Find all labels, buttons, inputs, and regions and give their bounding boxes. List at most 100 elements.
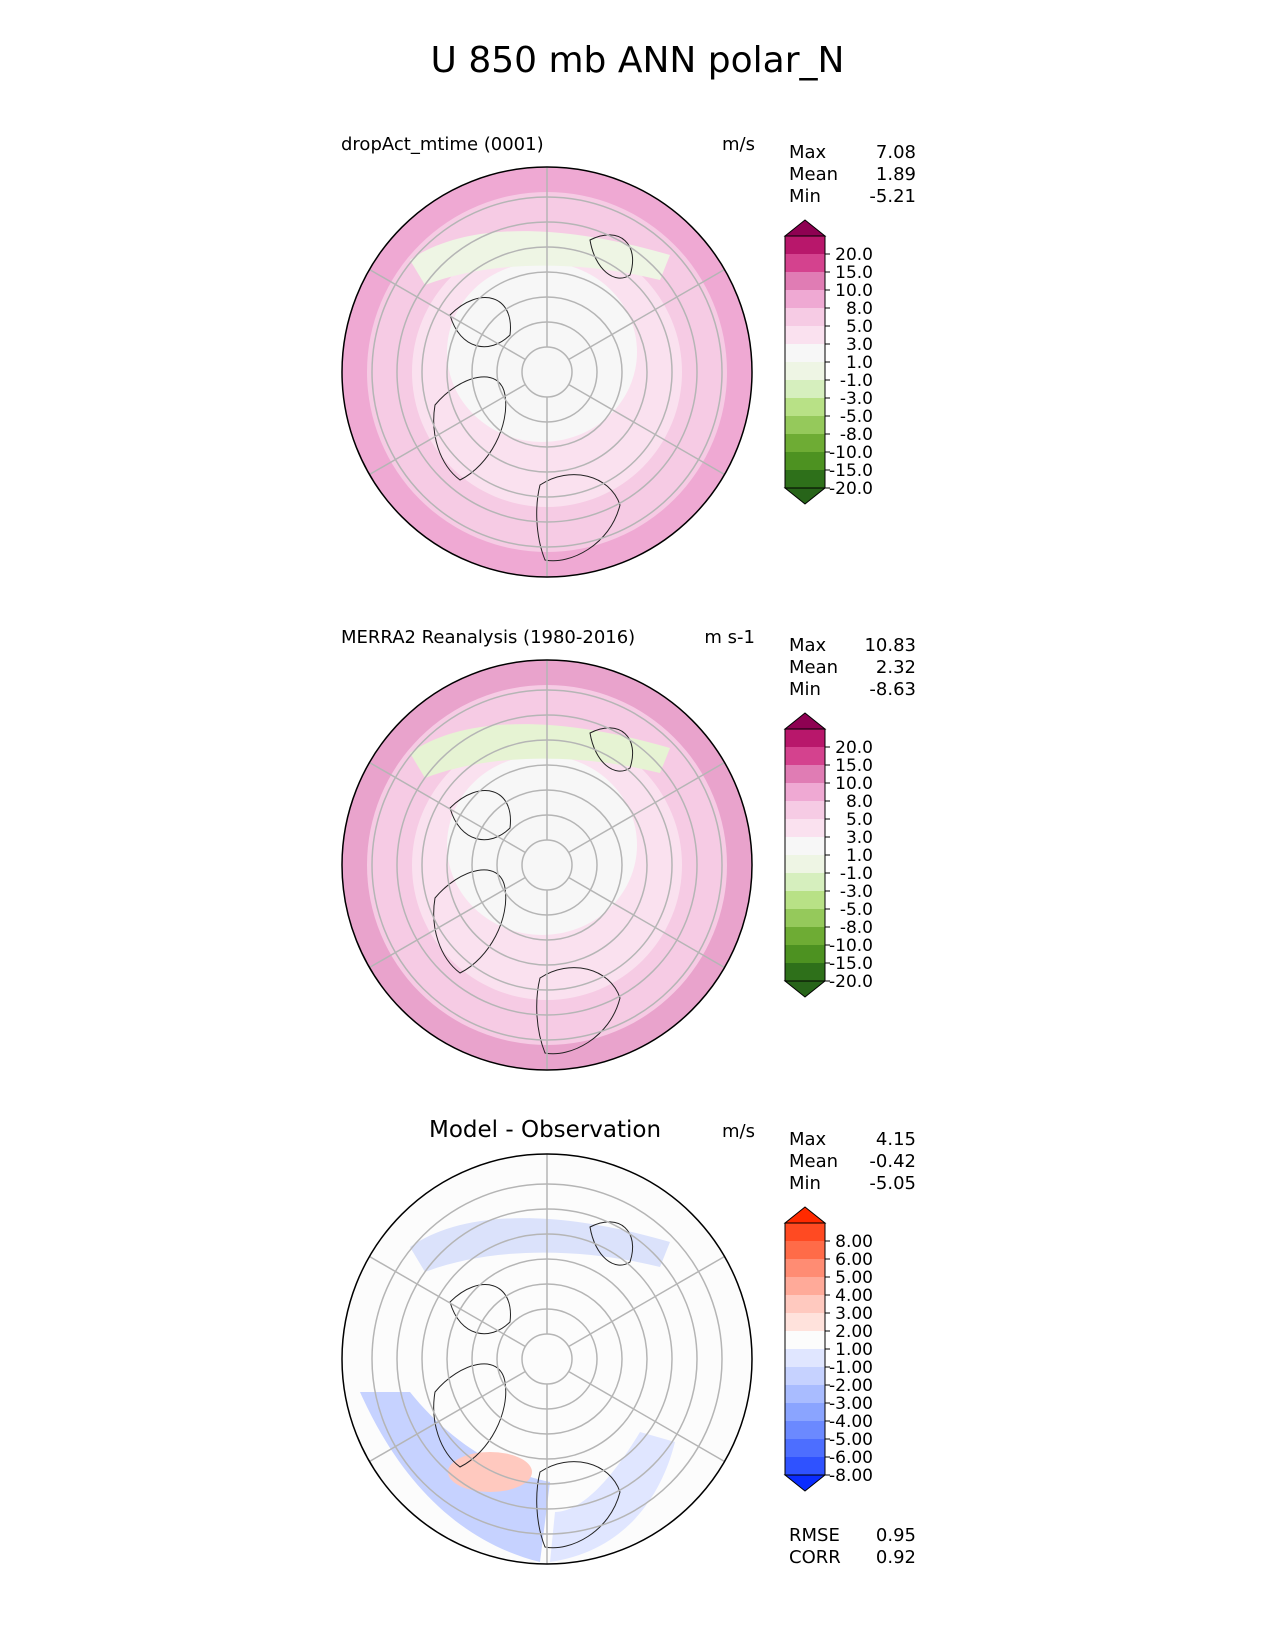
stats-box: Max 10.83 Mean 2.32 Min -8.63: [789, 635, 916, 701]
colorbar-segment: [785, 1403, 825, 1421]
colorbar-segment: [785, 254, 825, 272]
colorbar-segment: [785, 1385, 825, 1403]
colorbar-segment: [785, 236, 825, 254]
colorbar-segment: [785, 783, 825, 801]
colorbar-segment: [785, 1259, 825, 1277]
rmse-value: 0.95: [875, 1525, 916, 1546]
colorbar-tick-label: 3.0: [846, 335, 873, 355]
colorbar-tick-label: -3.0: [840, 882, 873, 902]
colorbar-tick-label: 8.0: [846, 299, 873, 319]
coastline: [536, 474, 621, 562]
colorbar-extend-min: [783, 980, 827, 998]
colorbar-segment: [785, 891, 825, 909]
stat-min-value: -8.63: [869, 679, 916, 700]
field-band: [410, 1218, 670, 1272]
coastline: [433, 1363, 507, 1468]
colorbar-segment: [785, 1295, 825, 1313]
coastline: [536, 1461, 621, 1549]
colorbar-segment: [785, 1457, 825, 1475]
field-band: [550, 1432, 675, 1562]
colorbar-tick-label: 5.0: [846, 317, 873, 337]
panel-units: m/s: [722, 134, 755, 155]
colorbar-segment: [785, 1313, 825, 1331]
colorbar-tick-label: -20.0: [829, 972, 873, 992]
stats-box: Max 4.15 Mean -0.42 Min -5.05: [789, 1129, 916, 1195]
colorbar-segment: [785, 1439, 825, 1457]
stat-min-value: -5.05: [869, 1173, 916, 1194]
meridian-line: [369, 761, 526, 854]
colorbar-segment: [785, 909, 825, 927]
colorbar-segment: [785, 308, 825, 326]
corr-label: CORR: [789, 1547, 841, 1568]
colorbar-tick-label: -1.00: [829, 1358, 873, 1378]
colorbar-tick-label: -10.0: [829, 443, 873, 463]
stat-mean-label: Mean: [789, 164, 839, 185]
colorbar-segment: [785, 837, 825, 855]
field-layer: [342, 660, 752, 1070]
colorbar-segment: [785, 1349, 825, 1367]
stats-box: Max 7.08 Mean 1.89 Min -5.21: [789, 142, 916, 208]
colorbar-segment: [785, 272, 825, 290]
colorbar-tick-label: 20.0: [835, 738, 873, 758]
meridian-line: [568, 383, 725, 476]
meridian-line: [568, 1255, 725, 1348]
map-boundary: [341, 1153, 753, 1565]
colorbar-segment: [785, 945, 825, 963]
meridian-line: [369, 876, 526, 969]
colorbar-tick-label: 15.0: [835, 756, 873, 776]
panel-title: dropAct_mtime (0001): [341, 134, 544, 155]
meridian-line: [369, 268, 526, 361]
colorbar-tick-label: 8.00: [835, 1232, 873, 1252]
colorbar-segment: [785, 434, 825, 452]
coastline: [589, 727, 634, 772]
colorbar-tick-label: -2.00: [829, 1376, 873, 1396]
field-band: [410, 231, 670, 285]
colorbar-segment: [785, 963, 825, 981]
panel-observation: MERRA2 Reanalysis (1980-2016) m s-1 Max 1…: [0, 623, 1275, 1103]
meridian-line: [568, 876, 725, 969]
colorbar-tick-label: 10.0: [835, 774, 873, 794]
colorbar-segment: [785, 416, 825, 434]
coastline: [433, 376, 507, 481]
stat-min-value: -5.21: [869, 186, 916, 207]
coastline: [449, 1284, 511, 1335]
coastline: [589, 1221, 634, 1266]
colorbar-tick-label: 3.0: [846, 828, 873, 848]
panel-title: Model - Observation: [429, 1117, 662, 1143]
colorbar-segment: [785, 855, 825, 873]
stat-mean-value: 1.89: [875, 164, 916, 185]
coastline: [433, 869, 507, 974]
colorbar-tick-label: 4.00: [835, 1286, 873, 1306]
field-band: [410, 724, 670, 778]
colorbar-tick-label: 15.0: [835, 263, 873, 283]
colorbar-segment: [785, 470, 825, 488]
stat-mean-value: 2.32: [875, 657, 916, 678]
stat-max-label: Max: [789, 635, 827, 656]
colorbar-tick-label: -8.0: [840, 425, 873, 445]
colorbar-tick-label: -15.0: [829, 954, 873, 974]
colorbar-segment: [785, 1421, 825, 1439]
colorbar-tick-label: 20.0: [835, 245, 873, 265]
corr-value: 0.92: [875, 1547, 916, 1568]
colorbar-extend-max: [783, 712, 827, 730]
meridian-line: [568, 1370, 725, 1463]
coastline: [449, 790, 511, 841]
colorbar-segment: [785, 729, 825, 747]
panel-difference: Model - Observation m/s Max 4.15 Mean -0.4…: [0, 1117, 1275, 1597]
panel-model: dropAct_mtime (0001) m/s Max 7.08 Mean 1.8…: [0, 130, 1275, 610]
colorbar-segment: [785, 1241, 825, 1259]
colorbar-segment: [785, 801, 825, 819]
colorbar-tick-label: 10.0: [835, 281, 873, 301]
stat-mean-label: Mean: [789, 1151, 839, 1172]
colorbar-tick-label: -5.0: [840, 407, 873, 427]
stat-min-label: Min: [789, 186, 821, 207]
colorbar: 20.015.010.08.05.03.01.0-1.0-3.0-5.0-8.0…: [783, 219, 873, 505]
colorbar-tick-label: 5.00: [835, 1268, 873, 1288]
field-band: [448, 1452, 532, 1492]
colorbar-segment: [785, 1331, 825, 1349]
colorbar-tick-label: 6.00: [835, 1250, 873, 1270]
colorbar-segment: [785, 1367, 825, 1385]
colorbar-segment: [785, 1277, 825, 1295]
colorbar-tick-label: -6.00: [829, 1448, 873, 1468]
colorbar-tick-label: -4.00: [829, 1412, 873, 1432]
